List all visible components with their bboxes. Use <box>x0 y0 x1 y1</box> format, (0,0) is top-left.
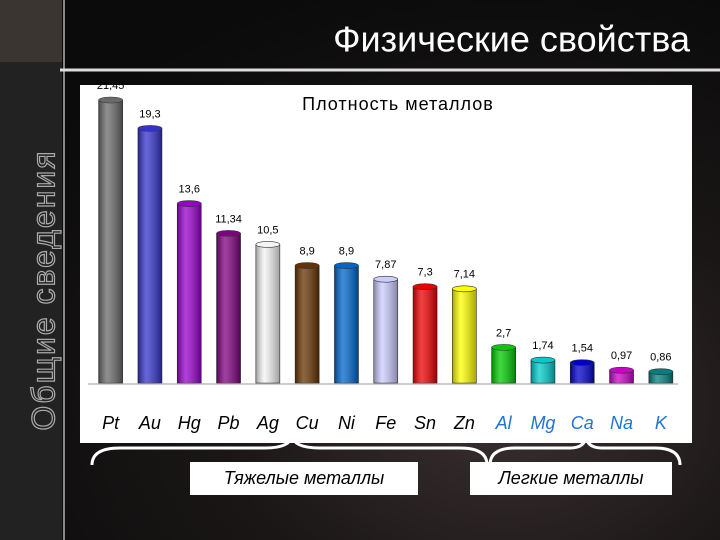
bar-shade <box>255 244 280 383</box>
x-tick-label: Mg <box>530 413 555 433</box>
x-tick-label: Pb <box>218 413 240 433</box>
slide-title: Физические свойства <box>333 19 691 60</box>
x-tick-label: Hg <box>178 413 201 433</box>
x-tick-label: Na <box>610 413 633 433</box>
bar-cap <box>373 275 399 283</box>
x-tick-label: Al <box>495 413 513 433</box>
x-tick-label: Ag <box>256 413 279 433</box>
x-tick-label: K <box>655 413 668 433</box>
x-tick-label: Ca <box>571 413 594 433</box>
bar-shade <box>137 128 162 383</box>
x-tick-label: Ni <box>338 413 356 433</box>
bar-shade <box>334 265 359 383</box>
value-label: 0,97 <box>611 350 632 362</box>
bar-shade <box>216 233 241 383</box>
corner-image <box>0 0 62 62</box>
value-label: 8,9 <box>300 245 315 257</box>
group-box <box>470 462 672 495</box>
bar-cap <box>294 262 320 269</box>
bar-cap <box>98 96 123 104</box>
value-label: 19,3 <box>139 108 160 120</box>
bar-cap <box>216 230 241 237</box>
bar-shade <box>491 347 516 383</box>
x-tick-label: Sn <box>414 413 436 433</box>
x-tick-label: Zn <box>453 413 475 433</box>
bar-cap <box>569 359 595 366</box>
value-label: 13,6 <box>179 183 200 195</box>
chart-title: Плотность металлов <box>302 94 494 114</box>
bar-shade <box>295 265 320 383</box>
x-tick-label: Pt <box>102 413 120 433</box>
bar-cap <box>176 200 202 207</box>
group-box <box>190 462 418 495</box>
value-label: 1,54 <box>572 343 593 355</box>
side-label: Общие сведения <box>25 149 61 430</box>
bar-cap <box>255 241 281 248</box>
x-tick-label: Cu <box>296 413 319 433</box>
value-label: 11,34 <box>215 213 242 225</box>
bar-shade <box>570 362 595 383</box>
value-label: 7,3 <box>417 267 432 279</box>
x-tick-label: Fe <box>375 413 396 433</box>
value-label: 10,5 <box>257 224 278 236</box>
bar-cap <box>530 356 556 364</box>
bar-cap <box>452 285 477 293</box>
bar-shade <box>413 286 438 383</box>
bar-cap <box>334 262 359 269</box>
bar-cap <box>609 366 634 374</box>
bar-shade <box>648 371 673 383</box>
bar-cap <box>412 283 438 290</box>
value-label: 7,87 <box>375 259 396 271</box>
value-label: 1,74 <box>532 340 553 352</box>
x-tick-label: Au <box>138 413 161 433</box>
bar-shade <box>177 203 202 383</box>
bar-shade <box>530 360 555 383</box>
bar-cap <box>491 344 516 351</box>
bar-cap <box>648 368 674 375</box>
group-label: Тяжелые металлы <box>224 468 385 488</box>
bar-shade <box>98 100 123 383</box>
side-strip <box>0 0 62 540</box>
value-label: 21,45 <box>97 80 125 92</box>
bar-cap <box>137 125 163 132</box>
bar-shade <box>373 279 398 383</box>
value-label: 7,14 <box>454 269 475 281</box>
brace-heavy <box>90 435 489 466</box>
bar-shade <box>609 370 634 383</box>
value-label: 8,9 <box>339 245 354 257</box>
value-label: 2,7 <box>496 327 511 339</box>
brace-light <box>488 435 682 466</box>
group-label: Легкие металлы <box>497 468 643 488</box>
value-label: 0,86 <box>650 352 671 364</box>
bar-shade <box>452 288 477 383</box>
